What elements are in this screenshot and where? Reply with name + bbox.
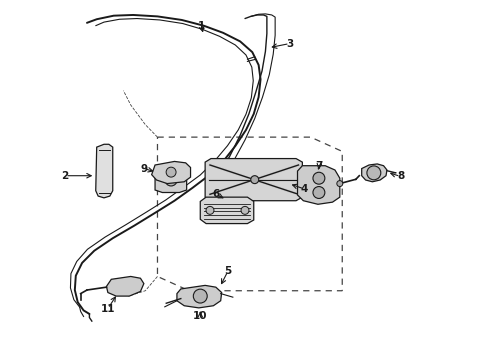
- Text: 9: 9: [140, 163, 147, 174]
- Polygon shape: [177, 285, 221, 308]
- Text: 8: 8: [397, 171, 404, 181]
- Polygon shape: [297, 166, 340, 204]
- Polygon shape: [362, 164, 387, 182]
- Text: 5: 5: [224, 266, 232, 276]
- Text: 7: 7: [315, 161, 322, 171]
- Polygon shape: [151, 161, 191, 184]
- Circle shape: [251, 176, 259, 184]
- Circle shape: [337, 181, 343, 186]
- Circle shape: [166, 167, 176, 177]
- Polygon shape: [200, 197, 254, 224]
- Circle shape: [241, 206, 249, 214]
- Text: 11: 11: [100, 303, 115, 314]
- Polygon shape: [205, 158, 302, 201]
- Text: 3: 3: [286, 39, 294, 49]
- Polygon shape: [96, 144, 113, 198]
- Circle shape: [367, 166, 381, 180]
- Polygon shape: [106, 276, 144, 296]
- Text: 1: 1: [197, 21, 205, 31]
- Text: 2: 2: [61, 171, 69, 181]
- Text: 4: 4: [301, 184, 308, 194]
- Text: 10: 10: [193, 311, 208, 321]
- Circle shape: [313, 186, 325, 198]
- Circle shape: [165, 174, 177, 186]
- Text: 6: 6: [212, 189, 220, 199]
- Polygon shape: [155, 167, 187, 193]
- Circle shape: [206, 206, 214, 214]
- Circle shape: [194, 289, 207, 303]
- Circle shape: [313, 172, 325, 184]
